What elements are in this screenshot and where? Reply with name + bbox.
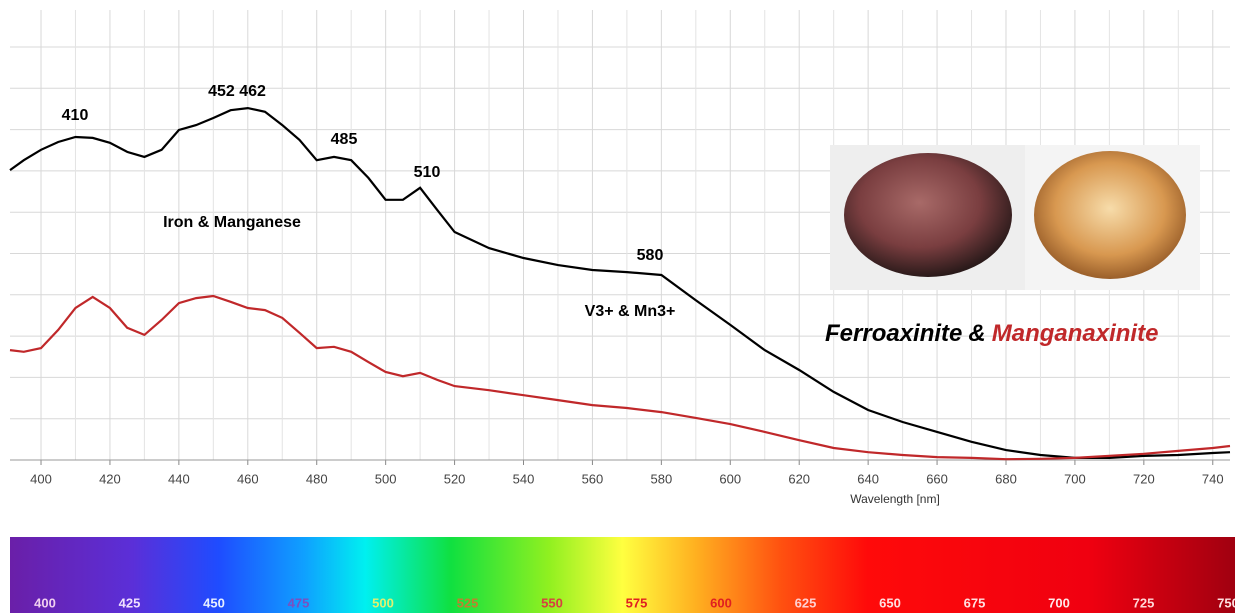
spectrum-bar bbox=[10, 537, 1235, 613]
x-tick-label: 420 bbox=[99, 471, 121, 486]
spectrum-label: 700 bbox=[1048, 595, 1070, 610]
spectrum-label: 725 bbox=[1133, 595, 1155, 610]
x-tick-label: 500 bbox=[375, 471, 397, 486]
spectrum-label: 675 bbox=[964, 595, 986, 610]
spectrum-label: 575 bbox=[626, 595, 648, 610]
annotation: 510 bbox=[414, 164, 441, 181]
spectrum-label: 525 bbox=[457, 595, 479, 610]
annotation: Iron & Manganese bbox=[163, 214, 301, 231]
x-tick-label: 640 bbox=[857, 471, 879, 486]
spectrum-label: 750 bbox=[1217, 595, 1235, 610]
x-tick-label: 540 bbox=[513, 471, 535, 486]
gem bbox=[844, 153, 1012, 277]
spectrum-label: 500 bbox=[372, 595, 394, 610]
gem bbox=[1034, 151, 1186, 279]
legend-entry: Manganaxinite bbox=[992, 320, 1159, 347]
annotation: V3+ & Mn3+ bbox=[585, 303, 676, 320]
x-tick-label: 700 bbox=[1064, 471, 1086, 486]
spectrum-label: 400 bbox=[34, 595, 56, 610]
spectrum-label: 425 bbox=[119, 595, 141, 610]
x-tick-label: 440 bbox=[168, 471, 190, 486]
annotation: 485 bbox=[331, 131, 358, 148]
x-tick-label: 560 bbox=[582, 471, 604, 486]
x-tick-label: 580 bbox=[651, 471, 673, 486]
legend: Ferroaxinite & Manganaxinite bbox=[825, 320, 1158, 347]
series-line bbox=[9, 294, 1231, 461]
x-tick-label: 680 bbox=[995, 471, 1017, 486]
spectrum-label: 625 bbox=[795, 595, 817, 610]
spectrum-label: 550 bbox=[541, 595, 563, 610]
annotation: 452 462 bbox=[208, 83, 266, 100]
legend-joiner: & bbox=[968, 320, 985, 347]
x-axis-label: Wavelength [nm] bbox=[850, 492, 940, 506]
x-tick-label: 520 bbox=[444, 471, 466, 486]
legend-entry: Ferroaxinite bbox=[825, 320, 962, 347]
x-tick-label: 600 bbox=[719, 471, 741, 486]
x-tick-label: 460 bbox=[237, 471, 259, 486]
x-tick-label: 480 bbox=[306, 471, 328, 486]
spectrum-label: 600 bbox=[710, 595, 732, 610]
spectrum-label: 450 bbox=[203, 595, 225, 610]
spectrum-label: 650 bbox=[879, 595, 901, 610]
x-tick-label: 620 bbox=[788, 471, 810, 486]
spectrum-label: 475 bbox=[288, 595, 310, 610]
x-tick-label: 720 bbox=[1133, 471, 1155, 486]
x-tick-label: 660 bbox=[926, 471, 948, 486]
annotation: 580 bbox=[637, 247, 664, 264]
series-line bbox=[9, 106, 1231, 459]
x-tick-label: 740 bbox=[1202, 471, 1224, 486]
annotation: 410 bbox=[62, 107, 89, 124]
x-tick-label: 400 bbox=[30, 471, 52, 486]
